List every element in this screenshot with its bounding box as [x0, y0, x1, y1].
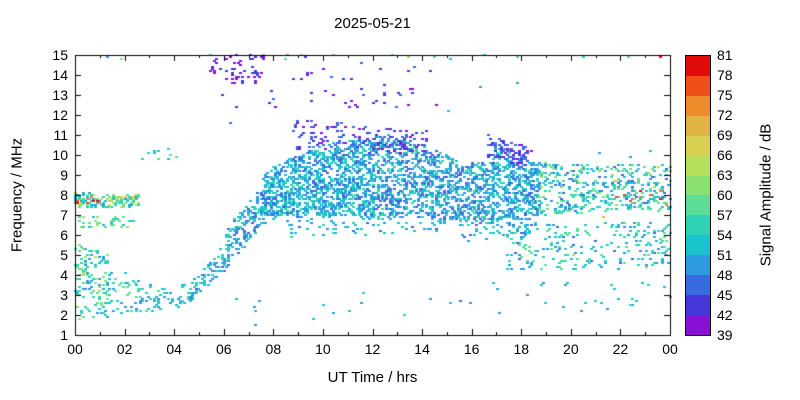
colorbar-tick-label: 63	[717, 167, 733, 183]
y-axis-label: Frequency / MHz	[8, 137, 26, 253]
y-tick-label: 6	[60, 227, 68, 243]
colorbar-segment	[686, 215, 710, 236]
colorbar-segment	[686, 314, 710, 335]
x-tick-label: 14	[414, 341, 430, 357]
colorbar-tick-label: 57	[717, 207, 733, 223]
y-tick-label: 4	[60, 267, 68, 283]
colorbar-tick-label: 81	[717, 47, 733, 63]
colorbar-segment	[686, 235, 710, 256]
colorbar-tick-label: 42	[717, 307, 733, 323]
y-tick-label: 10	[52, 147, 68, 163]
y-tick-label: 15	[52, 47, 68, 63]
colorbar-tick-label: 54	[717, 227, 733, 243]
colorbar-tick-label: 66	[717, 147, 733, 163]
x-tick-label: 18	[513, 341, 530, 357]
colorbar-segment	[686, 115, 710, 136]
y-tick-label: 2	[60, 307, 68, 323]
colorbar-tick-label: 78	[717, 67, 733, 83]
x-tick-label: 16	[463, 341, 480, 357]
x-tick-label: 06	[215, 341, 232, 357]
y-tick-label: 1	[60, 327, 68, 343]
x-tick-label: 02	[116, 341, 133, 357]
colorbar-segment	[686, 175, 710, 196]
y-tick-label: 5	[60, 247, 68, 263]
colorbar-tick-label: 48	[717, 267, 733, 283]
y-tick-label: 13	[52, 87, 68, 103]
y-tick-label: 14	[52, 67, 68, 83]
colorbar-segment	[686, 155, 710, 176]
x-tick-label: 22	[612, 341, 629, 357]
x-tick-label: 04	[166, 341, 182, 357]
y-tick-label: 9	[60, 167, 68, 183]
colorbar-segment	[686, 255, 710, 276]
x-axis-label: UT Time / hrs	[327, 369, 418, 386]
colorbar-label: Signal Amplitude / dB	[757, 123, 775, 267]
colorbar	[685, 55, 711, 336]
colorbar-segment	[686, 75, 710, 96]
colorbar-tick-label: 75	[717, 87, 733, 103]
colorbar-tick-label: 72	[717, 107, 733, 123]
colorbar-tick-label: 69	[717, 127, 733, 143]
y-tick-label: 11	[53, 127, 68, 143]
colorbar-segment	[686, 295, 710, 315]
colorbar-tick-label: 39	[717, 327, 733, 343]
colorbar-segment	[686, 275, 710, 296]
colorbar-tick-label: 51	[717, 247, 733, 263]
x-tick-label: 08	[265, 341, 282, 357]
chart-title: 2025-05-21	[334, 15, 411, 32]
colorbar-segment	[686, 56, 710, 76]
colorbar-tick-label: 60	[717, 187, 733, 203]
y-tick-label: 8	[60, 187, 68, 203]
colorbar-segment	[686, 195, 710, 216]
colorbar-segment	[686, 95, 710, 116]
colorbar-segment	[686, 135, 710, 156]
colorbar-tick-label: 45	[717, 287, 733, 303]
y-tick-label: 7	[60, 207, 68, 223]
y-tick-label: 3	[60, 287, 68, 303]
x-tick-label: 00	[67, 341, 83, 357]
x-tick-label: 10	[315, 341, 331, 357]
x-tick-label: 00	[662, 341, 678, 357]
x-tick-label: 20	[563, 341, 579, 357]
y-tick-label: 12	[52, 107, 68, 123]
x-tick-label: 12	[364, 341, 381, 357]
